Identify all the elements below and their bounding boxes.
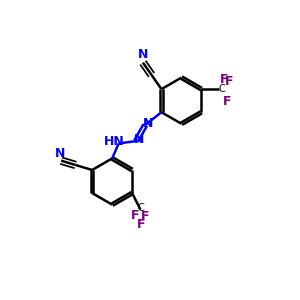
Text: N: N bbox=[143, 117, 153, 130]
Text: F: F bbox=[141, 210, 149, 223]
Text: F: F bbox=[137, 218, 146, 231]
Text: C: C bbox=[218, 84, 225, 94]
Text: F: F bbox=[223, 95, 232, 108]
Text: C: C bbox=[137, 203, 144, 214]
Text: N: N bbox=[134, 134, 144, 146]
Text: HN: HN bbox=[104, 135, 125, 148]
Text: N: N bbox=[55, 146, 65, 160]
Text: F: F bbox=[225, 75, 234, 88]
Text: N: N bbox=[138, 48, 148, 61]
Text: F: F bbox=[220, 74, 228, 86]
Text: F: F bbox=[130, 209, 139, 222]
